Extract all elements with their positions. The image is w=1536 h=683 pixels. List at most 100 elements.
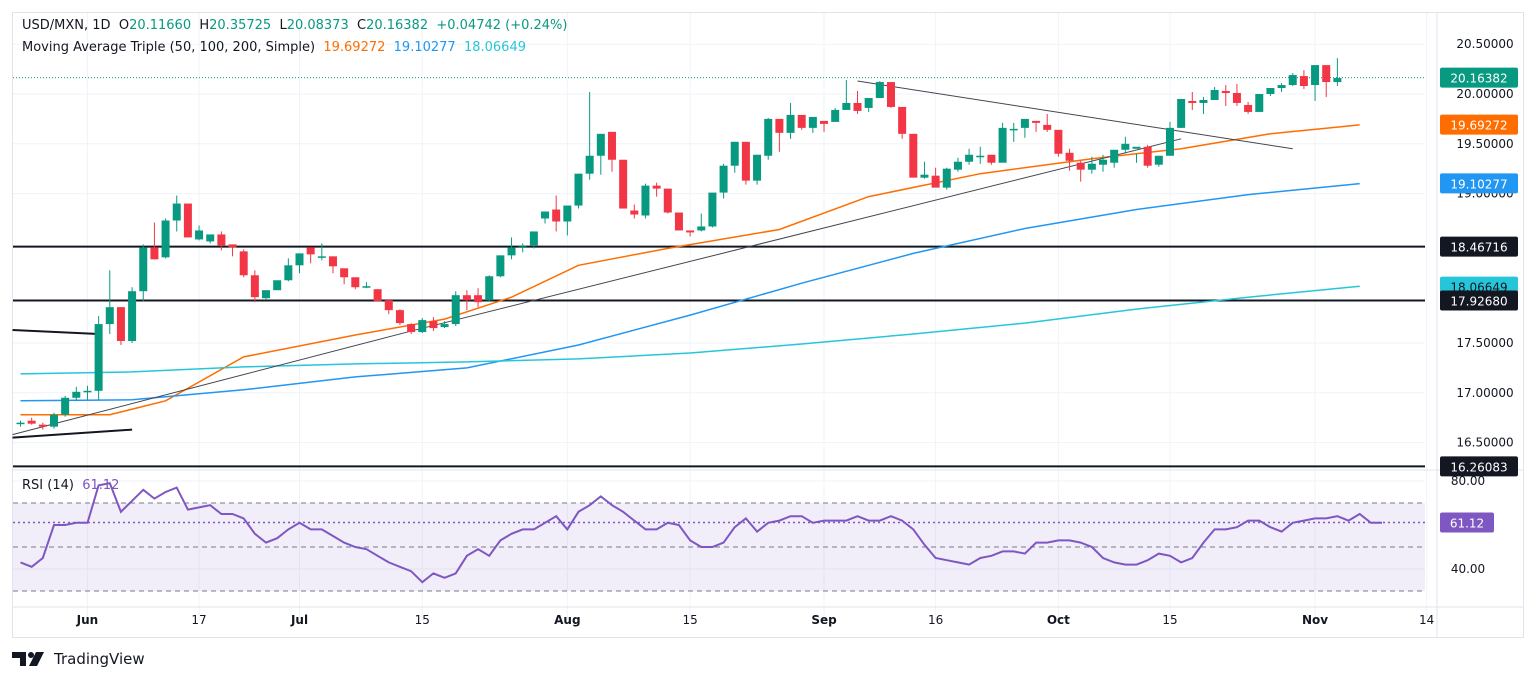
price-axis[interactable]: 20.5000020.0000019.5000019.0000017.50000… <box>1440 37 1518 576</box>
candle-body <box>351 277 360 288</box>
candle-body <box>105 307 114 325</box>
candle-body <box>529 231 538 246</box>
candle-body <box>407 324 416 333</box>
candle-body <box>128 291 137 342</box>
trendline <box>857 80 1293 150</box>
price-tick-label: 20.50000 <box>1456 37 1513 51</box>
candle-body <box>976 155 985 158</box>
candle-body <box>797 114 806 128</box>
candle-body <box>574 173 583 206</box>
candle-body <box>496 255 505 277</box>
candle-body <box>27 420 36 424</box>
price-badge <box>1440 114 1518 135</box>
candle-body <box>641 185 650 216</box>
candle-body <box>1288 75 1297 86</box>
rsi-tick-label: 80.00 <box>1451 474 1485 488</box>
candle-body <box>541 211 550 219</box>
candle-body <box>1121 143 1130 150</box>
candle-body <box>697 226 706 231</box>
candle-body <box>1043 124 1052 130</box>
brand-name[interactable]: TradingView <box>54 650 145 668</box>
change-value: +0.04742 (+0.24%) <box>436 18 568 33</box>
candle-body <box>1311 65 1320 86</box>
price-tick-label: 17.00000 <box>1456 386 1513 400</box>
low-label: L <box>279 18 287 33</box>
time-tick-label: 14 <box>1419 613 1434 627</box>
candle-body <box>418 320 427 333</box>
candle-body <box>663 188 672 213</box>
trendline <box>12 329 99 336</box>
candle-body <box>674 212 683 231</box>
time-axis[interactable]: Jun 17 Jul 15 Aug 15 Sep 16 Oct 15 Nov 14 <box>76 613 1435 627</box>
open-value: 20.11660 <box>129 18 192 33</box>
candle-body <box>206 234 215 242</box>
close-label: C <box>356 18 367 33</box>
candle-body <box>1232 93 1241 103</box>
candle-body <box>94 324 103 391</box>
candle-body <box>842 102 851 110</box>
ma100-value: 19.10277 <box>393 40 456 55</box>
candle-body <box>273 280 282 291</box>
candle-body <box>808 116 817 128</box>
candle-body <box>1199 99 1208 103</box>
candle-body <box>284 265 293 281</box>
tradingview-logo-icon <box>12 652 44 666</box>
candle-body <box>507 247 516 256</box>
trendline <box>410 138 1182 332</box>
candle-body <box>72 391 81 398</box>
candle-body <box>1054 129 1063 154</box>
price-badge <box>1440 67 1518 88</box>
ma50-value: 19.69272 <box>323 40 386 55</box>
rsi-line <box>20 482 1382 584</box>
candle-body <box>1143 146 1152 166</box>
candle-body <box>719 165 728 193</box>
candle-body <box>195 230 204 240</box>
price-badge-label: 19.10277 <box>1450 177 1507 191</box>
price-badge-label: 20.16382 <box>1450 72 1507 86</box>
rsi-label[interactable]: RSI (14) <box>22 478 74 493</box>
candle-body <box>474 295 483 303</box>
price-tick-label: 19.50000 <box>1456 137 1513 151</box>
candle-body <box>83 390 92 393</box>
rsi-badge <box>1440 512 1494 533</box>
candle-body <box>239 251 248 276</box>
candle-body <box>362 286 371 288</box>
moving-averages <box>20 124 1360 416</box>
trendline <box>12 428 133 439</box>
candle-body <box>1065 152 1074 161</box>
candle-body <box>942 168 951 188</box>
ma-line-ma50 <box>20 124 1360 416</box>
footer: TradingView <box>12 650 145 668</box>
price-badge-label: 19.69272 <box>1450 119 1507 133</box>
candle-body <box>1132 146 1141 149</box>
candle-body <box>161 220 170 258</box>
candle-body <box>183 203 192 238</box>
candle-body <box>775 118 784 133</box>
symbol-label[interactable]: USD/MXN, 1D <box>22 18 111 33</box>
price-badge <box>1440 290 1518 311</box>
candle-body <box>931 175 940 188</box>
candle-body <box>965 154 974 162</box>
horizontal-levels <box>13 77 1425 468</box>
ma-legend-label[interactable]: Moving Average Triple (50, 100, 200, Sim… <box>22 40 316 55</box>
candle-body <box>1299 76 1308 87</box>
price-badge-label: 17.92680 <box>1450 294 1507 308</box>
candle-body <box>864 97 873 108</box>
candle-body <box>652 185 661 189</box>
rsi-line-path <box>20 482 1382 584</box>
candle-body <box>295 253 304 266</box>
candle-body <box>1244 104 1253 112</box>
candle-body <box>619 159 628 209</box>
candle-body <box>741 141 750 181</box>
candle-body <box>708 192 717 227</box>
time-tick-label: Aug <box>554 613 580 627</box>
trendline <box>12 330 412 436</box>
candle-body <box>1221 91 1230 94</box>
price-badge <box>1440 173 1518 194</box>
price-tick-label: 20.00000 <box>1456 87 1513 101</box>
candle-body <box>1210 90 1219 100</box>
candle-body <box>607 131 616 160</box>
candle-body <box>217 234 226 246</box>
candle-body <box>518 246 527 248</box>
